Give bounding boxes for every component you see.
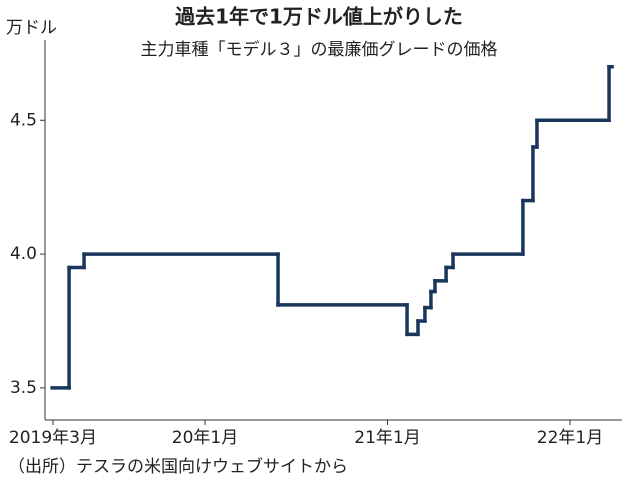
chart-subtitle: 主力車種「モデル３」の最廉価グレードの価格 [141, 39, 498, 60]
chart-title: 過去1年で1万ドル値上がりした [175, 5, 463, 29]
source-note: （出所）テスラの米国向けウェブサイトから [8, 456, 348, 477]
x-tick-label: 20年1月 [172, 428, 238, 448]
y-tick-label: 4.5 [10, 110, 37, 130]
y-unit: 万ドル [6, 18, 57, 38]
x-tick-label: 22年1月 [537, 428, 603, 448]
x-tick-label: 21年1月 [354, 428, 420, 448]
y-tick-label: 4.0 [10, 244, 37, 264]
y-tick-label: 3.5 [10, 378, 37, 398]
x-tick-label: 2019年3月 [9, 428, 97, 448]
